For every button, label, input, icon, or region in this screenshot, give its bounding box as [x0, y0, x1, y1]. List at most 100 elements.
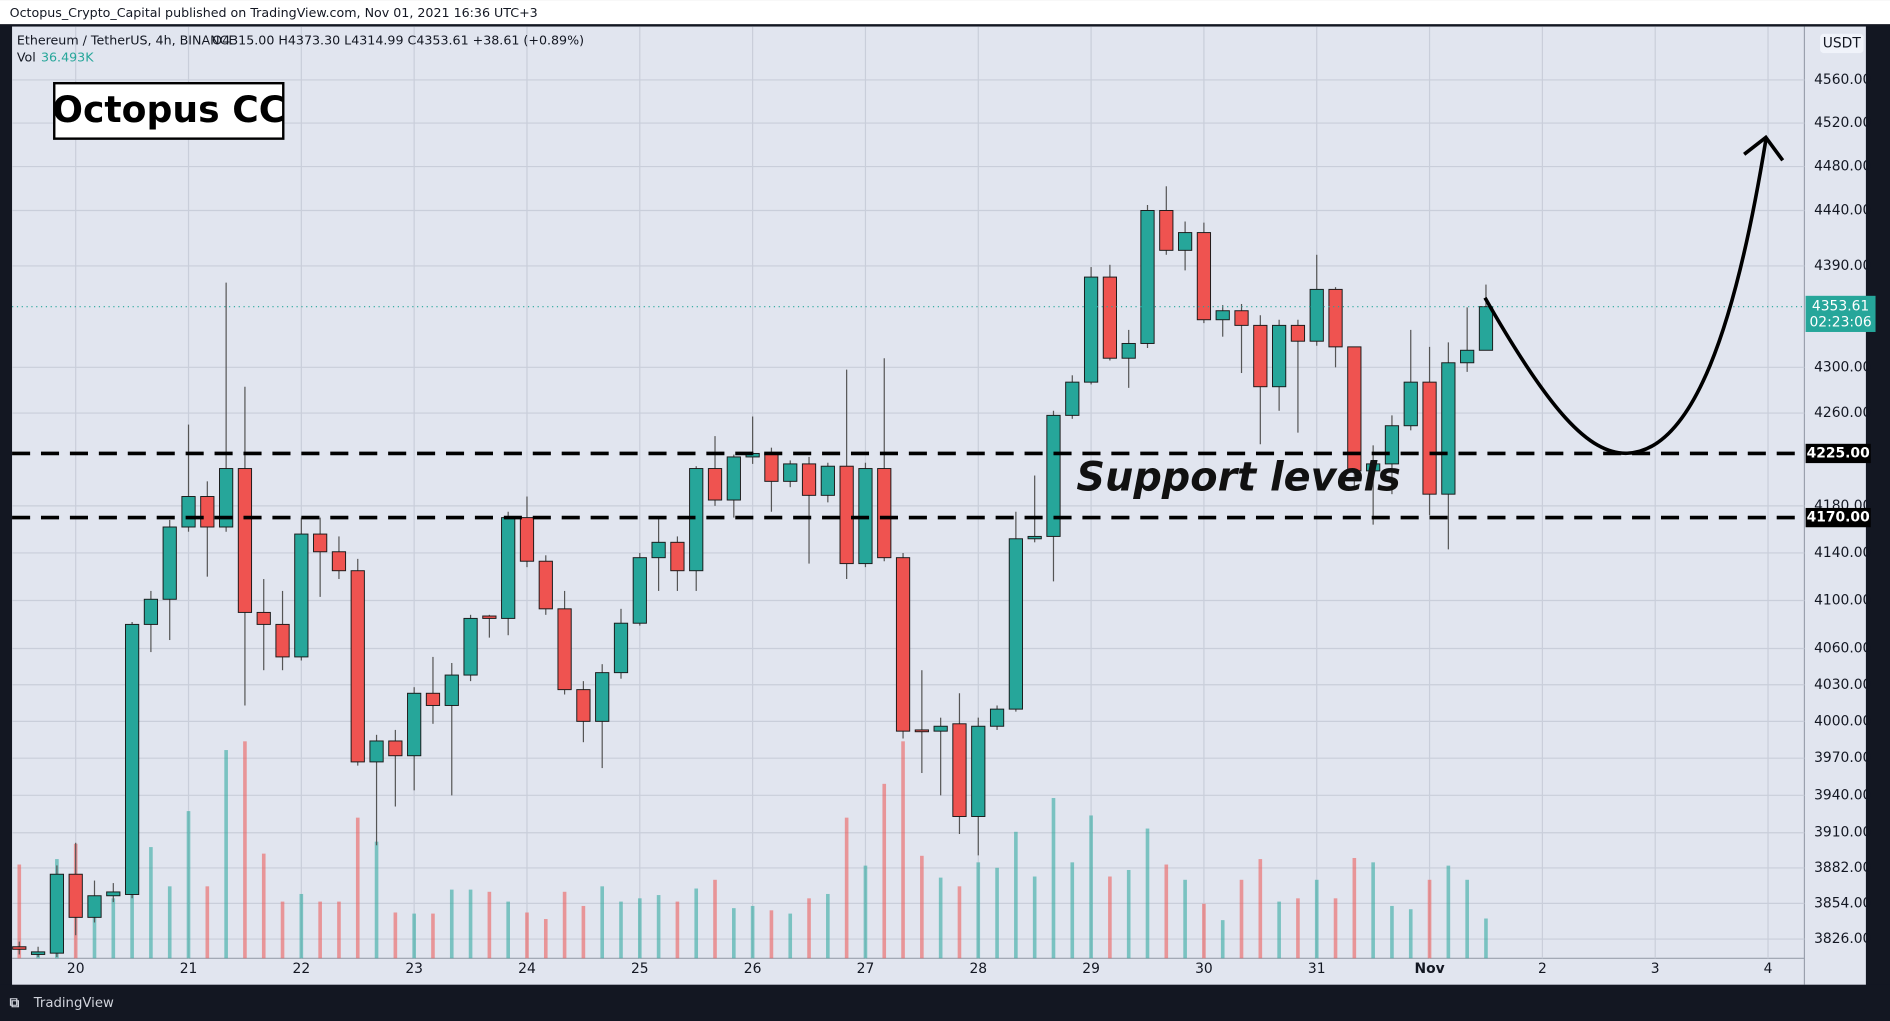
y-tick-label: 4030.00 — [1814, 677, 1871, 693]
x-tick-label: 21 — [180, 961, 198, 977]
volume-bar — [863, 865, 868, 959]
volume-bar — [130, 891, 134, 959]
y-tick-label: 3882.00 — [1814, 860, 1871, 876]
y-tick-label: 4440.00 — [1814, 202, 1871, 218]
volume-bar — [882, 783, 887, 959]
candle-body — [369, 740, 384, 763]
candle-body — [1441, 362, 1456, 495]
candle-body — [595, 672, 610, 722]
volume-bar — [337, 901, 341, 959]
volume-bar — [1352, 857, 1357, 959]
candle-body — [1121, 342, 1136, 359]
candle-body — [764, 452, 779, 482]
volume-bar — [1164, 864, 1169, 959]
price-label: 4225.00 — [1807, 445, 1870, 461]
candle-body — [1403, 381, 1418, 427]
candle-body — [576, 689, 591, 722]
volume-bar — [506, 901, 510, 959]
y-tick-label: 3854.00 — [1814, 895, 1871, 911]
price-label: 4170.00 — [1807, 510, 1870, 526]
candle-body — [726, 456, 741, 501]
volume-bar — [826, 893, 830, 959]
candle-body — [87, 895, 102, 918]
volume-bar — [1258, 859, 1263, 959]
candle-body — [181, 496, 196, 528]
candle-body — [1460, 349, 1475, 364]
y-tick-label: 4480.00 — [1814, 159, 1871, 175]
candle-body — [989, 708, 1005, 727]
overlay-layer — [12, 306, 1805, 520]
volume-bar — [1202, 903, 1206, 959]
brand-box — [53, 81, 285, 140]
candle-body — [331, 551, 347, 572]
volume-bar — [976, 862, 981, 959]
volume-bar — [844, 817, 849, 959]
volume-bar — [149, 847, 153, 959]
candle-body — [1328, 288, 1343, 348]
legend-values: O4315.00 H4373.30 L4314.99 C4353.61 +38.… — [212, 33, 584, 48]
candle-body — [143, 598, 159, 625]
candle-body — [707, 468, 723, 501]
volume-bar — [205, 886, 210, 959]
volume-bar — [995, 867, 999, 959]
volume-bar — [468, 889, 473, 959]
projection-curve — [1483, 139, 1768, 456]
candle-body — [463, 617, 478, 676]
candle-body — [275, 623, 290, 658]
volume-bar — [788, 913, 793, 959]
volume-bar — [299, 893, 304, 959]
top-bar — [0, 0, 1890, 25]
volume-bar — [374, 841, 379, 959]
x-tick-label: 27 — [857, 961, 875, 977]
candle-body — [1027, 535, 1042, 540]
candle-body — [613, 622, 629, 674]
y-tick-label: 3940.00 — [1814, 787, 1871, 803]
price-label-box — [1805, 443, 1871, 464]
volume-value: 36.493K — [41, 49, 94, 64]
volume-bar — [167, 886, 172, 959]
volume-bar — [1032, 876, 1037, 959]
candle-body — [425, 692, 441, 706]
candle-body — [801, 463, 817, 496]
candle-body — [30, 951, 46, 955]
footer-brand: TradingView — [33, 996, 114, 1011]
x-tick-label: 31 — [1308, 961, 1326, 977]
volume-bar — [957, 886, 962, 959]
candle-body — [1366, 463, 1381, 472]
candle-body — [1290, 324, 1306, 342]
volume-bar — [562, 891, 567, 959]
candle-body — [12, 946, 27, 950]
candle-body — [1140, 209, 1155, 344]
candle-body — [200, 496, 215, 528]
candle-body — [1253, 324, 1268, 388]
candle-body — [350, 570, 365, 763]
candle-body — [877, 468, 892, 559]
volume-bar — [1408, 909, 1413, 959]
candle-body — [162, 526, 177, 600]
candle-body — [952, 723, 967, 817]
publish-header: Octopus_Crypto_Capital published on Trad… — [10, 5, 538, 20]
y-tick-label: 4000.00 — [1814, 713, 1871, 729]
candle-body — [839, 465, 854, 565]
projection-arrowhead — [1743, 134, 1785, 162]
candle-body — [49, 873, 65, 954]
volume-bar — [487, 891, 492, 959]
volume-bar — [769, 910, 774, 959]
volume-bar — [1333, 898, 1338, 959]
last-price-box — [1805, 295, 1876, 332]
volume-bar — [938, 877, 943, 959]
candle-body — [1347, 346, 1362, 472]
x-tick-label: 22 — [293, 961, 311, 977]
x-tick-label: 2 — [1538, 961, 1547, 977]
candle-body — [1159, 209, 1174, 251]
volume-bar — [675, 901, 680, 959]
volume-bar — [1051, 798, 1056, 959]
y-tick-label: 3826.00 — [1814, 931, 1871, 947]
candle-body — [482, 615, 497, 619]
candle-body — [933, 725, 948, 732]
candle-body — [1215, 310, 1230, 321]
volume-bar — [1014, 831, 1018, 959]
candle-body — [820, 465, 835, 496]
x-tick-label: 29 — [1082, 961, 1100, 977]
volume-bar — [393, 912, 398, 959]
